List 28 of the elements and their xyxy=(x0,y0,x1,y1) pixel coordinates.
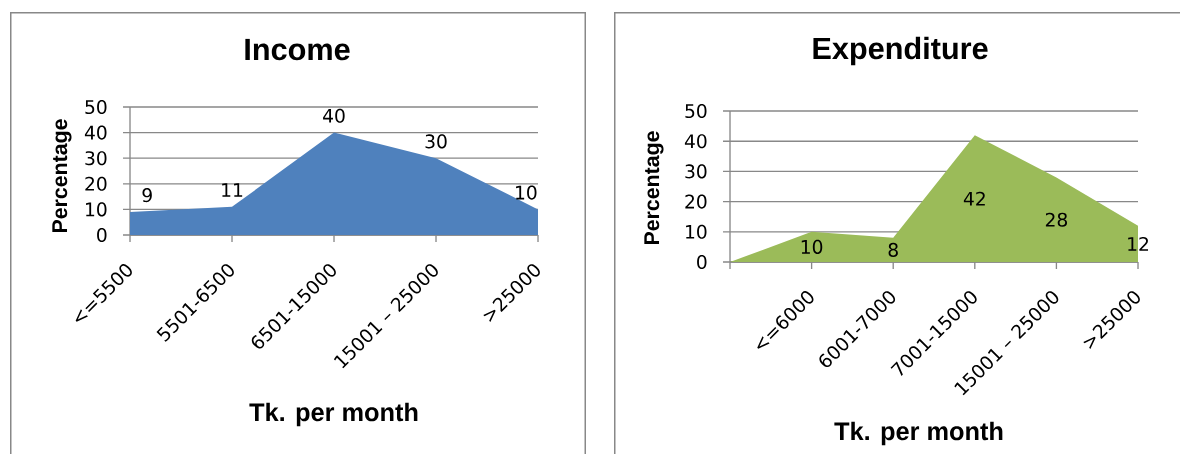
chart-title: Expenditure xyxy=(813,36,988,66)
y-tick-label: 10 xyxy=(686,224,707,239)
y-tick-label: 50 xyxy=(685,103,707,119)
y-tick-label: 20 xyxy=(685,194,707,209)
y-tick-label: 40 xyxy=(684,134,707,149)
data-label: 10 xyxy=(801,239,823,254)
data-label: 12 xyxy=(1128,236,1149,251)
data-label: 30 xyxy=(425,134,447,149)
y-tick-label: 0 xyxy=(97,227,107,243)
y-tick-label: 50 xyxy=(85,99,107,115)
x-axis-title: Tk. per month xyxy=(834,421,1003,446)
data-label: 8 xyxy=(888,242,898,257)
y-tick-label: 10 xyxy=(86,202,107,217)
y-tick-label: 40 xyxy=(84,125,107,140)
x-axis-title: Tk. per month xyxy=(249,402,418,427)
data-label: 40 xyxy=(323,108,345,123)
y-tick-label: 0 xyxy=(697,254,707,270)
y-tick-label: 20 xyxy=(85,176,107,191)
data-label: 10 xyxy=(516,185,537,200)
y-tick-label: 30 xyxy=(85,151,107,166)
y-axis-title: Percentage xyxy=(52,119,72,233)
data-label: 28 xyxy=(1045,212,1068,227)
data-label: 11 xyxy=(222,183,243,197)
chart-title: Income xyxy=(245,38,350,61)
data-label: 9 xyxy=(142,188,152,203)
data-label: 42 xyxy=(963,191,985,206)
y-axis-title: Percentage xyxy=(644,131,664,245)
y-tick-label: 30 xyxy=(685,164,707,179)
